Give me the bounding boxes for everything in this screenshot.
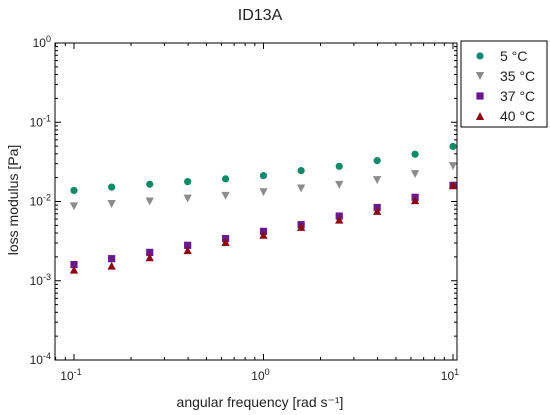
data-point	[69, 202, 79, 211]
data-point	[221, 238, 230, 246]
data-point	[108, 255, 116, 263]
y-tick-label-exponent: 0	[46, 34, 51, 44]
y-tick-label-base: 10	[30, 353, 44, 367]
series-1	[70, 142, 457, 195]
legend-label: 40 °C	[500, 108, 535, 124]
x-tick-label: 100	[251, 367, 269, 383]
y-tick-label: 10-3	[30, 272, 51, 288]
data-point	[183, 194, 192, 203]
data-point	[184, 178, 192, 186]
data-point	[373, 157, 381, 165]
y-tick-label-exponent: -2	[43, 193, 51, 203]
plot-frame	[54, 42, 458, 361]
data-point	[107, 261, 116, 270]
data-point	[146, 248, 154, 256]
y-tick-label: 10-1	[30, 113, 51, 129]
data-point	[259, 230, 268, 239]
y-tick-label-base: 10	[30, 195, 44, 209]
data-point	[335, 215, 344, 224]
legend-label: 35 °C	[500, 68, 535, 84]
x-tick-label-exponent: 1	[454, 367, 459, 377]
data-point	[145, 197, 154, 206]
data-point	[296, 184, 306, 193]
data-point	[221, 175, 230, 183]
x-tick-label-base: 10	[60, 369, 74, 383]
data-points	[69, 142, 458, 274]
data-point	[184, 241, 192, 249]
data-point	[373, 206, 382, 215]
x-axis-label: angular frequency [rad s⁻¹]	[177, 394, 344, 410]
x-tick-label-base: 10	[251, 369, 265, 383]
data-point	[297, 167, 305, 175]
x-tick-label-base: 10	[441, 369, 455, 383]
y-tick-label-exponent: -4	[43, 351, 51, 361]
data-point	[410, 170, 420, 179]
data-point	[69, 265, 79, 274]
x-tick-label: 101	[441, 367, 459, 383]
x-tick-label-exponent: -1	[74, 367, 82, 377]
legend-marker	[475, 72, 485, 80]
data-point	[335, 180, 344, 189]
data-point	[70, 260, 78, 269]
x-tick-label-exponent: 0	[265, 367, 270, 377]
legend-marker	[475, 112, 485, 120]
data-point	[259, 188, 268, 197]
y-tick-label: 10-2	[30, 193, 51, 209]
y-tick-label-exponent: -3	[43, 272, 51, 282]
data-point	[259, 172, 268, 180]
y-tick-label-base: 10	[30, 115, 44, 129]
legend: 5 °C 35 °C 37 °C 40 °C	[460, 40, 548, 128]
legend-label: 5 °C	[500, 48, 527, 64]
legend-marker	[476, 52, 484, 60]
data-point	[448, 162, 458, 171]
y-tick-label-base: 10	[33, 36, 47, 50]
y-tick-label: 100	[33, 34, 51, 50]
data-point	[108, 183, 116, 191]
data-point	[70, 186, 78, 195]
data-point	[221, 191, 230, 200]
series-4	[69, 181, 458, 274]
series-2	[69, 162, 458, 211]
legend-frame	[460, 40, 548, 128]
legend-label: 37 °C	[500, 88, 535, 104]
data-point	[107, 200, 116, 208]
data-point	[296, 222, 306, 231]
data-point	[373, 176, 382, 185]
x-tick-label: 10-1	[60, 367, 81, 383]
data-point	[335, 162, 343, 170]
legend-marker	[476, 92, 484, 100]
data-point	[145, 253, 154, 262]
chart-title: ID13A	[238, 7, 283, 24]
data-point	[411, 150, 419, 158]
data-point	[448, 181, 458, 190]
data-point	[146, 180, 154, 188]
data-point	[449, 142, 457, 151]
data-point	[410, 196, 420, 205]
y-tick-label: 10-4	[30, 351, 51, 367]
y-axis-label: loss modulus [Pa]	[5, 145, 21, 256]
y-tick-label-base: 10	[30, 274, 44, 288]
y-tick-label-exponent: -1	[43, 113, 51, 123]
data-point	[183, 246, 192, 255]
